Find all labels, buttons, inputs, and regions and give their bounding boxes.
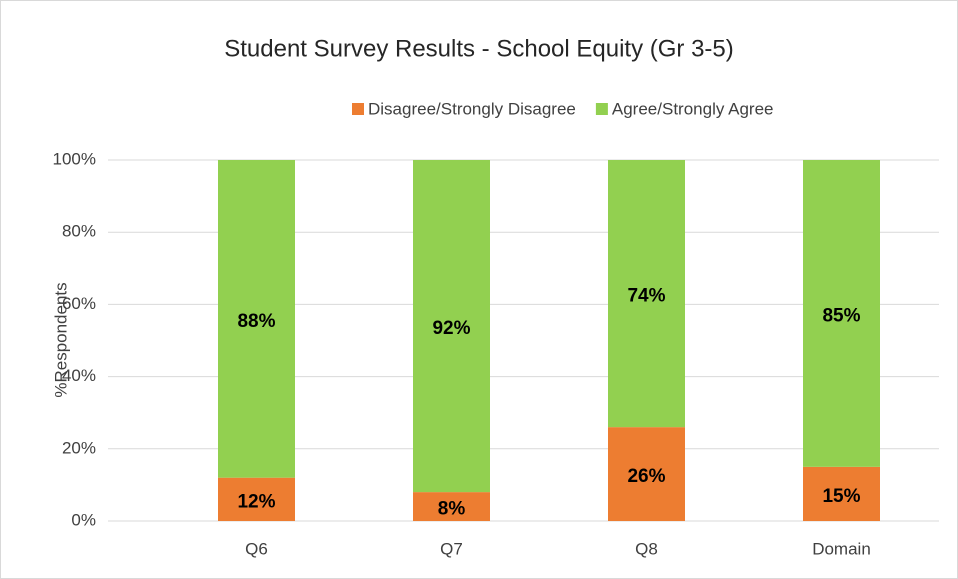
x-tick-label: Domain xyxy=(812,539,871,558)
data-label: 88% xyxy=(237,311,275,332)
y-tick-label: 0% xyxy=(71,510,96,529)
data-label: 74% xyxy=(627,286,665,307)
bar-segment xyxy=(803,466,880,521)
data-label: 12% xyxy=(237,491,275,512)
y-axis-title: %Respondents xyxy=(51,282,70,397)
data-label: 85% xyxy=(822,305,860,326)
bar-segment xyxy=(413,492,490,521)
x-tick-label: Q8 xyxy=(635,539,658,558)
data-label: 92% xyxy=(432,318,470,339)
y-tick-label: 80% xyxy=(62,222,96,241)
legend-label: Agree/Strongly Agree xyxy=(612,99,774,118)
legend-label: Disagree/Strongly Disagree xyxy=(368,99,576,118)
data-label: 26% xyxy=(627,466,665,487)
bar-segment xyxy=(218,160,295,478)
y-tick-label: 40% xyxy=(62,366,96,385)
legend-swatch xyxy=(595,103,608,115)
bar-segment xyxy=(608,160,685,428)
x-tick-label: Q6 xyxy=(245,539,268,558)
x-tick-label: Q7 xyxy=(440,539,463,558)
bar-segment xyxy=(218,477,295,521)
y-tick-label: 60% xyxy=(62,294,96,313)
data-label: 15% xyxy=(822,486,860,507)
y-tick-label: 20% xyxy=(62,438,96,457)
bar-segment xyxy=(413,160,490,493)
chart-title: Student Survey Results - School Equity (… xyxy=(224,35,734,62)
y-tick-label: 100% xyxy=(53,149,96,168)
bar-segment xyxy=(803,160,880,467)
legend-swatch xyxy=(352,103,364,115)
data-label: 8% xyxy=(438,499,466,520)
bar-segment xyxy=(608,427,685,521)
